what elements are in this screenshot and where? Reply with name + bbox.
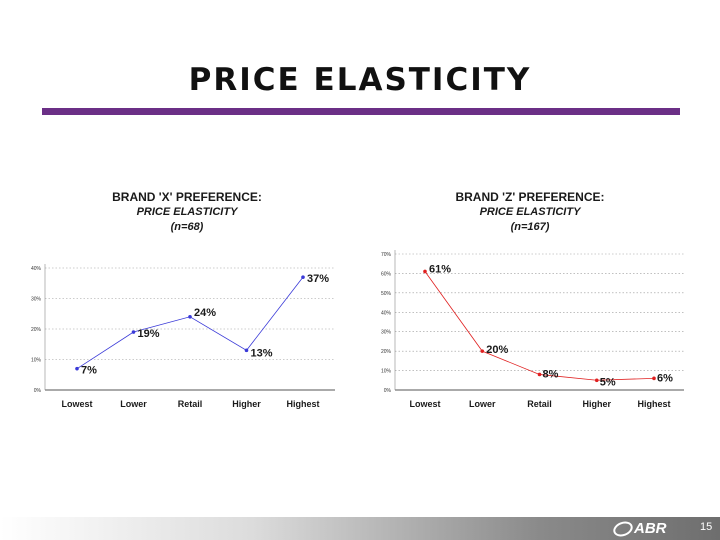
chart-z-subtitle: PRICE ELASTICITY (479, 206, 581, 218)
chart-x-data-point (244, 348, 249, 353)
chart-z-note: (n=167) (510, 221, 550, 233)
chart-z-y-tick-label: 40% (381, 310, 392, 316)
title-divider (42, 108, 680, 115)
page-title: PRICE ELASTICITY (188, 62, 532, 98)
chart-x-header: BRAND 'X' PREFERENCE: PRICE ELASTICITY (… (82, 190, 292, 235)
chart-z-y-tick-label: 50% (381, 291, 392, 297)
chart-x-data-point (188, 315, 192, 319)
chart-z-data-label: 61% (429, 263, 451, 275)
chart-z-y-tick-label: 30% (381, 330, 392, 336)
chart-z-y-tick-label: 0% (384, 388, 392, 394)
chart-z-data-label: 8% (543, 368, 559, 380)
chart-z-x-tick-label: Highest (637, 399, 670, 409)
chart-x-subtitle: PRICE ELASTICITY (136, 206, 238, 218)
chart-z-y-tick-label: 20% (381, 349, 392, 355)
chart-z-data-label: 20% (486, 344, 508, 356)
chart-x-x-tick-label: Higher (232, 399, 261, 409)
chart-x-y-tick-label: 0% (34, 388, 42, 394)
chart-x-x-tick-label: Retail (178, 399, 203, 409)
logo-text: ABR (633, 520, 667, 537)
chart-z-series-line (424, 271, 655, 381)
chart-z-x-tick-label: Lower (469, 399, 496, 409)
chart-z-data-point (652, 376, 656, 381)
chart-z-header: BRAND 'Z' PREFERENCE: PRICE ELASTICITY (… (425, 190, 635, 235)
chart-z-y-tick-label: 60% (381, 271, 392, 277)
chart-x-note: (n=68) (170, 221, 204, 233)
chart-x-data-label: 24% (194, 307, 216, 319)
page-number: 15 (700, 521, 713, 533)
chart-z-data-label: 5% (600, 376, 616, 388)
chart-x-data-point (131, 330, 136, 334)
chart-x-data-point (75, 366, 79, 371)
chart-z-data-point (423, 269, 427, 274)
chart-x-y-tick-label: 30% (31, 297, 42, 303)
footer-bar (0, 517, 720, 540)
chart-x-data-label: 37% (307, 273, 329, 285)
chart-x-x-tick-label: Highest (286, 399, 319, 409)
chart-x-data-point (301, 275, 305, 279)
chart-x-data-label: 19% (138, 328, 160, 340)
chart-z-x-tick-label: Higher (582, 399, 611, 409)
chart-x-y-tick-label: 40% (31, 266, 42, 272)
abr-logo: ABR (613, 520, 667, 537)
chart-z-title: BRAND 'Z' PREFERENCE: (455, 190, 605, 204)
chart-x-y-tick-label: 20% (31, 327, 42, 333)
chart-z-data-point (594, 378, 599, 383)
chart-x-x-tick-label: Lowest (61, 399, 92, 409)
chart-x-x-tick-label: Lower (120, 399, 147, 409)
chart-z-y-tick-label: 70% (381, 252, 392, 258)
chart-x-data-label: 7% (81, 365, 97, 377)
chart-x-y-tick-label: 10% (31, 358, 42, 364)
chart-z-data-point (537, 372, 542, 377)
chart-x-data-label: 13% (251, 347, 273, 359)
chart-z-data-label: 6% (657, 372, 673, 384)
chart-z-y-tick-label: 10% (381, 369, 392, 375)
chart-z-x-tick-label: Lowest (409, 399, 440, 409)
chart-z-x-tick-label: Retail (527, 399, 552, 409)
chart-z-data-point (480, 349, 485, 353)
chart-x-title: BRAND 'X' PREFERENCE: (112, 190, 262, 204)
